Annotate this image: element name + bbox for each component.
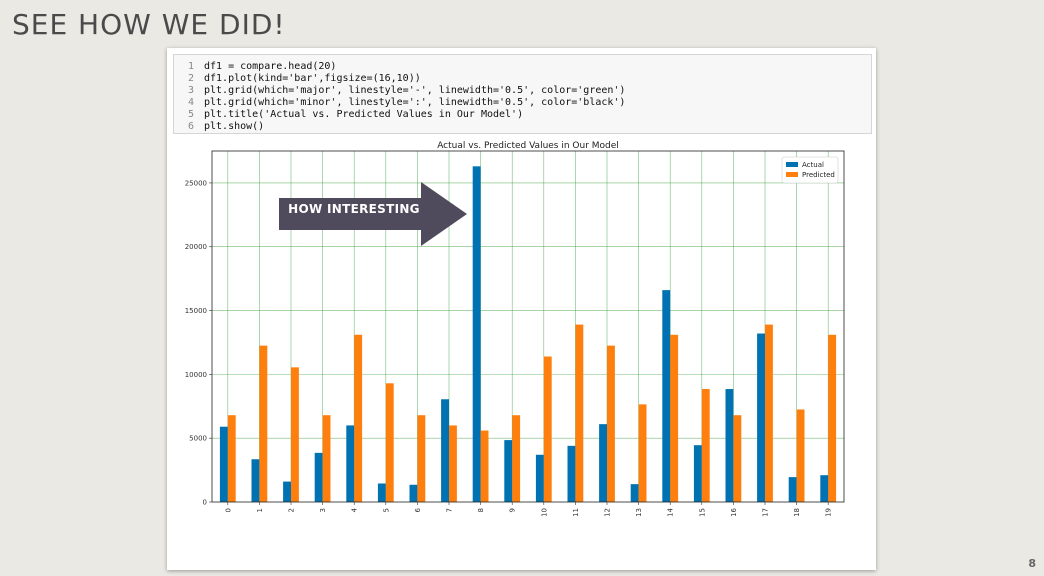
bar-actual-10 bbox=[535, 454, 544, 502]
x-tick-label: 5 bbox=[382, 508, 390, 512]
bar-actual-7 bbox=[441, 399, 449, 502]
code-text: plt.grid(which='major', linestyle='-', l… bbox=[204, 85, 626, 96]
bar-predicted-6 bbox=[417, 415, 426, 502]
arrow-right-icon bbox=[279, 182, 467, 246]
line-number: 5 bbox=[187, 109, 194, 120]
bar-actual-9 bbox=[504, 440, 513, 502]
x-tick-label: 12 bbox=[604, 508, 612, 517]
legend-label-predicted: Predicted bbox=[802, 171, 835, 179]
bar-predicted-0 bbox=[227, 415, 236, 502]
y-tick-label: 10000 bbox=[185, 371, 207, 379]
bar-actual-1 bbox=[251, 459, 260, 502]
x-tick-label: 19 bbox=[825, 508, 833, 517]
bar-predicted-15 bbox=[701, 389, 710, 502]
x-tick-label: 15 bbox=[698, 508, 706, 517]
slide-title: SEE HOW WE DID! bbox=[12, 8, 286, 41]
code-text: df1.plot(kind='bar',figsize=(16,10)) bbox=[204, 73, 421, 84]
bar-predicted-1 bbox=[259, 345, 268, 502]
bar-predicted-4 bbox=[354, 334, 363, 502]
bar-actual-8 bbox=[472, 166, 481, 503]
bar-predicted-14 bbox=[670, 334, 679, 502]
y-tick-label: 5000 bbox=[189, 435, 207, 443]
y-tick-label: 20000 bbox=[185, 243, 207, 251]
bar-predicted-8 bbox=[480, 430, 489, 502]
x-tick-label: 17 bbox=[762, 508, 770, 517]
x-tick-label: 0 bbox=[224, 508, 232, 512]
x-tick-label: 7 bbox=[446, 508, 454, 512]
code-cell[interactable]: 1 df1 = compare.head(20) 2 df1.plot(kind='b… bbox=[173, 54, 872, 134]
x-tick-label: 6 bbox=[414, 507, 422, 512]
x-tick-label: 18 bbox=[793, 508, 801, 517]
legend-label-actual: Actual bbox=[802, 161, 824, 169]
y-tick-label: 15000 bbox=[185, 307, 207, 315]
bar-actual-18 bbox=[788, 477, 797, 502]
bar-actual-6 bbox=[409, 484, 418, 502]
notebook-panel: 1 df1 = compare.head(20) 2 df1.plot(kind='b… bbox=[167, 48, 876, 570]
plot-frame bbox=[211, 150, 845, 503]
x-tick-label: 13 bbox=[635, 508, 643, 517]
line-number: 4 bbox=[187, 97, 194, 108]
bar-actual-12 bbox=[599, 424, 607, 502]
bar-actual-11 bbox=[567, 445, 576, 502]
legend-swatch-actual bbox=[786, 162, 798, 167]
line-number: 6 bbox=[187, 121, 194, 132]
page-number: 8 bbox=[1028, 557, 1036, 570]
x-tick-label: 4 bbox=[351, 507, 359, 512]
x-tick-label: 16 bbox=[730, 507, 738, 516]
bar-actual-2 bbox=[283, 481, 291, 502]
legend-swatch-predicted bbox=[786, 172, 798, 177]
bar-predicted-11 bbox=[575, 324, 584, 502]
x-tick-label: 8 bbox=[477, 508, 485, 512]
x-tick-label: 11 bbox=[572, 508, 580, 517]
x-tick-label: 10 bbox=[540, 508, 548, 517]
x-tick-label: 3 bbox=[319, 508, 327, 512]
line-number: 2 bbox=[187, 73, 194, 84]
x-tick-label: 2 bbox=[288, 508, 296, 512]
bar-actual-19 bbox=[820, 475, 829, 502]
code-text: df1 = compare.head(20) bbox=[204, 61, 337, 72]
bar-actual-4 bbox=[346, 425, 355, 502]
bar-predicted-17 bbox=[765, 324, 773, 502]
y-tick-label: 0 bbox=[203, 499, 207, 507]
bar-predicted-18 bbox=[796, 409, 805, 502]
code-text: plt.grid(which='minor', linestyle=':', l… bbox=[204, 97, 626, 108]
bar-actual-3 bbox=[314, 452, 323, 502]
x-tick-label: 14 bbox=[667, 507, 675, 516]
bar-predicted-10 bbox=[543, 356, 552, 502]
bar-actual-5 bbox=[377, 483, 386, 502]
x-tick-label: 9 bbox=[509, 508, 517, 512]
bar-actual-17 bbox=[757, 333, 765, 502]
bar-actual-14 bbox=[662, 290, 671, 502]
line-number: 3 bbox=[187, 85, 194, 96]
bar-predicted-13 bbox=[638, 404, 647, 502]
bar-predicted-16 bbox=[733, 415, 742, 502]
code-text: plt.title('Actual vs. Predicted Values i… bbox=[204, 109, 524, 120]
how-interesting-callout: HOW INTERESTING bbox=[279, 182, 469, 246]
bar-actual-13 bbox=[630, 484, 639, 502]
bar-predicted-2 bbox=[291, 367, 299, 502]
bar-predicted-12 bbox=[607, 345, 615, 502]
bar-predicted-3 bbox=[322, 415, 331, 502]
bar-predicted-9 bbox=[512, 415, 521, 502]
bar-actual-15 bbox=[693, 445, 702, 502]
callout-label: HOW INTERESTING bbox=[288, 202, 420, 216]
x-tick-label: 1 bbox=[256, 508, 264, 512]
bar-predicted-5 bbox=[385, 383, 394, 502]
chart-title: Actual vs. Predicted Values in Our Model bbox=[437, 141, 619, 151]
line-number: 1 bbox=[187, 61, 194, 72]
bar-actual-0 bbox=[219, 426, 228, 502]
code-text: plt.show() bbox=[204, 121, 265, 132]
y-tick-label: 25000 bbox=[185, 179, 207, 187]
bar-predicted-19 bbox=[828, 334, 837, 502]
bar-predicted-7 bbox=[449, 425, 457, 502]
bar-chart: Actual vs. Predicted Values in Our Model… bbox=[185, 141, 845, 517]
bar-actual-16 bbox=[725, 389, 734, 502]
